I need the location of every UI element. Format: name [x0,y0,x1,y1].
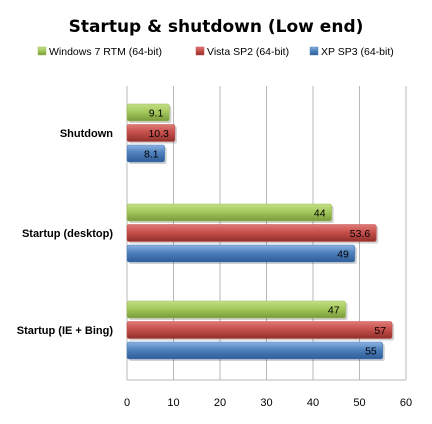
bar [126,124,176,142]
data-label: 47 [328,305,340,317]
bar [126,203,332,222]
data-label: 44 [314,208,326,220]
bars: 9.1 10.3 8.1 44 53.649 47 57 55 [126,103,395,361]
x-tick-label: 30 [260,397,272,409]
legend-label: Windows 7 RTM (64-bit) [49,46,162,58]
data-label: 8.1 [144,149,159,161]
bar [126,244,356,263]
x-tick-label: 40 [307,397,319,409]
category-labels: Shutdown Startup (desktop) Startup (IE + B… [17,128,114,337]
category-label: Shutdown [60,128,113,140]
x-tick-label: 20 [214,397,226,409]
x-tick-label: 50 [353,397,365,409]
x-axis-ticks: 0 10 20 30 40 50 60 [124,397,412,409]
category-label: Startup (IE + Bing) [17,325,114,337]
data-label: 55 [365,346,377,358]
bar [126,144,165,163]
legend-swatch [37,46,47,56]
data-label: 53.6 [350,228,371,240]
category-label: Startup (desktop) [22,228,113,240]
bar [126,103,170,122]
data-label: 49 [337,249,349,261]
legend-swatch [195,46,205,56]
legend-label: XP SP3 (64-bit) [321,46,394,58]
legend-swatch [309,46,319,56]
bar [126,300,346,319]
data-label: 57 [374,325,386,337]
data-label: 9.1 [149,108,164,120]
legend-label: Vista SP2 (64-bit) [207,46,289,58]
x-tick-label: 10 [167,397,179,409]
bar [126,321,393,339]
chart-title: Startup & shutdown (Low end) [69,17,364,37]
bar [126,224,377,242]
x-tick-label: 0 [124,397,130,409]
data-label: 10.3 [148,128,169,140]
legend: Windows 7 RTM (64-bit) Vista SP2 (64-bit)… [37,46,394,58]
bar [126,341,384,360]
x-tick-label: 60 [400,397,412,409]
